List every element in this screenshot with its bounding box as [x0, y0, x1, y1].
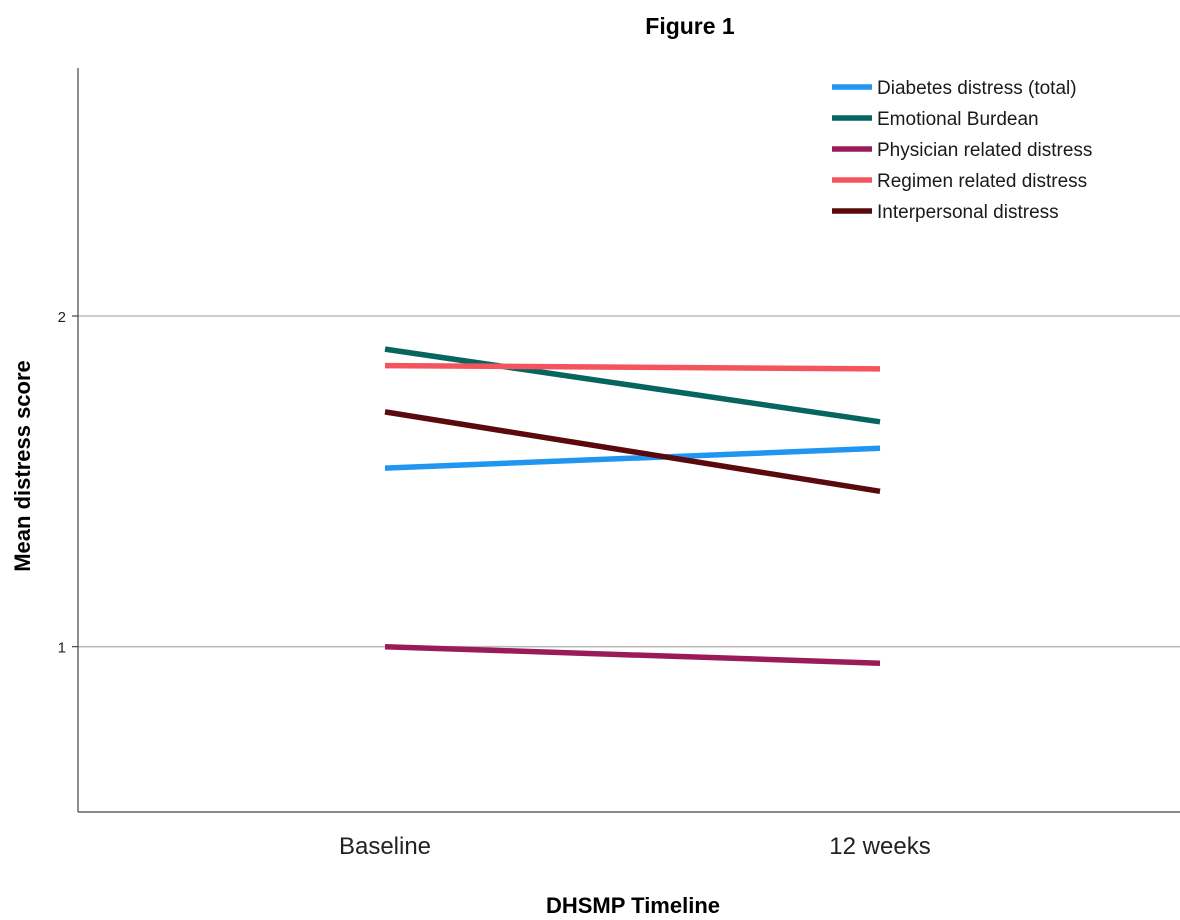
- legend-label: Physician related distress: [877, 140, 1092, 161]
- legend-item: Diabetes distress (total): [832, 78, 1077, 99]
- legend-item: Physician related distress: [832, 140, 1092, 161]
- gridlines: [78, 315, 1180, 648]
- legend-item: Emotional Burdean: [832, 109, 1039, 130]
- legend-item: Interpersonal distress: [832, 202, 1059, 223]
- legend-label: Regimen related distress: [877, 171, 1087, 192]
- series-line: [384, 346, 881, 425]
- y-axis-title: Mean distress score: [10, 360, 35, 572]
- series-lines: [384, 346, 881, 666]
- series-line: [384, 643, 881, 666]
- series-line: [384, 362, 881, 372]
- legend-item: Regimen related distress: [832, 171, 1087, 192]
- x-tick-label: 12 weeks: [829, 833, 930, 860]
- chart-title: Figure 1: [645, 13, 735, 39]
- x-tick-labels: Baseline 12 weeks: [339, 833, 931, 860]
- series-line: [384, 409, 881, 495]
- legend: Diabetes distress (total) Emotional Burde…: [832, 78, 1092, 223]
- legend-label: Diabetes distress (total): [877, 78, 1077, 99]
- y-tick-labels: 12: [58, 309, 78, 657]
- legend-label: Emotional Burdean: [877, 109, 1039, 130]
- legend-label: Interpersonal distress: [877, 202, 1059, 223]
- x-axis-title: DHSMP Timeline: [546, 893, 720, 918]
- y-tick-label: 1: [58, 640, 66, 657]
- y-tick-label: 2: [58, 309, 66, 326]
- series-line: [384, 445, 881, 471]
- x-tick-label: Baseline: [339, 833, 431, 860]
